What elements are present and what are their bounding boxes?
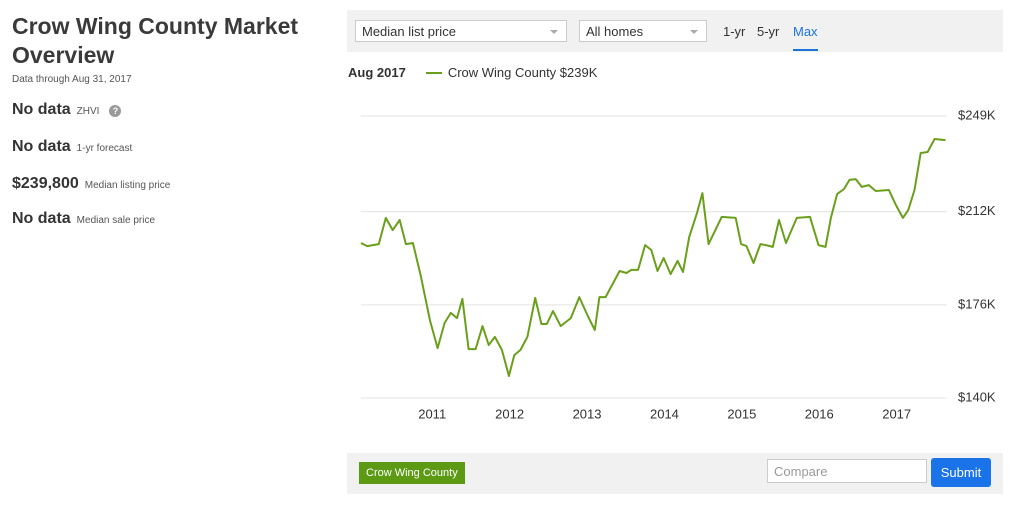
submit-button[interactable]: Submit <box>931 458 991 487</box>
compare-input[interactable]: Compare <box>767 459 927 483</box>
x-tick-label: 2017 <box>882 406 911 421</box>
stat: No data 1-yr forecast <box>12 138 132 156</box>
stat-value: No data <box>12 210 71 227</box>
region-tag[interactable]: Crow Wing County <box>359 462 465 484</box>
x-tick-label: 2015 <box>727 406 756 421</box>
stat: No data ZHVI? <box>12 101 122 119</box>
y-tick-label: $176K <box>958 296 996 311</box>
legend: Aug 2017 Crow Wing County $239K <box>348 65 597 80</box>
range-tab[interactable]: 5-yr <box>757 24 780 39</box>
stat-value: No data <box>12 138 71 155</box>
y-tick-label: $249K <box>958 107 996 122</box>
x-tick-label: 2014 <box>650 406 679 421</box>
stat-label: Median listing price <box>84 180 171 191</box>
y-tick-label: $140K <box>958 389 996 404</box>
range-tab[interactable]: Max <box>793 24 818 51</box>
toolbar: Median list price All homes 1-yr 5-yr Max <box>347 10 1003 52</box>
legend-date: Aug 2017 <box>348 65 406 80</box>
home-type-select[interactable]: All homes <box>579 20 707 42</box>
page-title: Crow Wing County Market Overview <box>12 13 299 68</box>
data-line <box>360 138 946 377</box>
help-icon[interactable]: ? <box>109 105 122 117</box>
x-tick-label: 2016 <box>805 406 834 421</box>
stat-value: $239,800 <box>12 175 79 192</box>
legend-swatch <box>425 71 442 74</box>
stat: No data Median sale price <box>12 210 155 228</box>
subtitle: Data through Aug 31, 2017 <box>12 74 132 85</box>
stat-label: ZHVI <box>76 106 100 117</box>
x-tick-label: 2011 <box>418 406 446 421</box>
stat-label: 1-yr forecast <box>76 143 133 154</box>
stat-label: Median sale price <box>76 215 156 226</box>
x-tick-label: 2013 <box>573 406 602 421</box>
stat-value: No data <box>12 101 71 118</box>
chart: $140K $176K $212K $249K 2011 2012 2013 2014 2015… <box>360 107 996 421</box>
metric-select[interactable]: Median list price <box>355 20 567 42</box>
range-tab[interactable]: 1-yr <box>723 24 746 39</box>
footer: Crow Wing County Compare Submit <box>347 453 1003 494</box>
x-tick-label: 2012 <box>495 406 524 421</box>
stat: $239,800 Median listing price <box>12 175 170 193</box>
legend-label: Crow Wing County $239K <box>447 65 598 80</box>
y-tick-label: $212K <box>958 203 996 218</box>
